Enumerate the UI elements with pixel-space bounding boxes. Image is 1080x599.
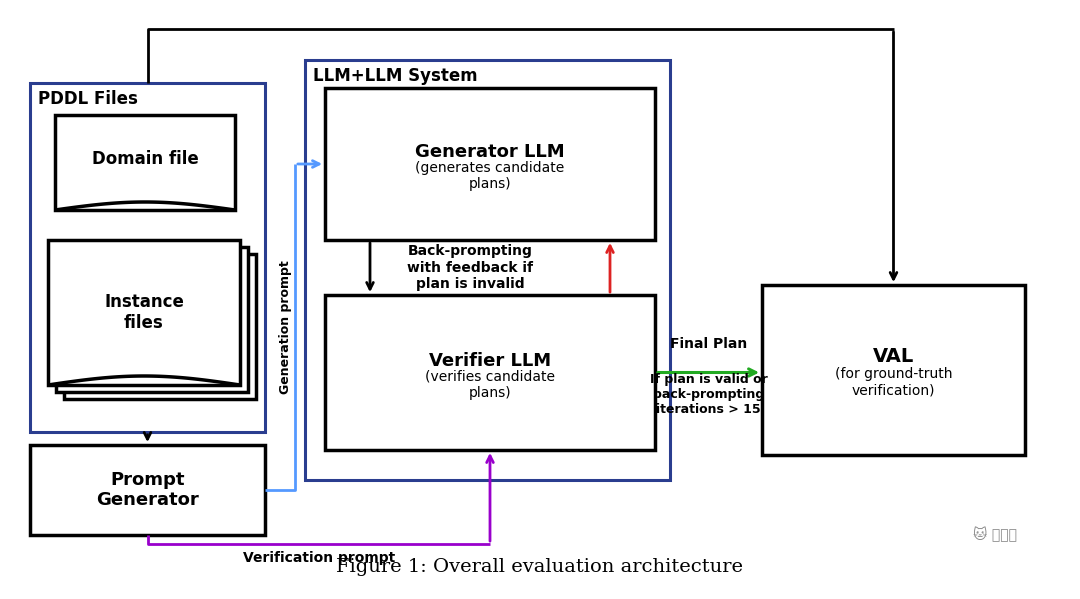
Text: (generates candidate
plans): (generates candidate plans) <box>416 161 565 191</box>
Text: Instance
files: Instance files <box>104 293 184 332</box>
Bar <box>55 115 235 210</box>
Bar <box>305 60 670 480</box>
Text: 🐱 新智元: 🐱 新智元 <box>973 527 1017 541</box>
Text: Back-prompting
with feedback if
plan is invalid: Back-prompting with feedback if plan is … <box>407 244 534 291</box>
Text: LLM+LLM System: LLM+LLM System <box>313 67 477 85</box>
Bar <box>325 295 654 450</box>
Bar <box>48 240 240 385</box>
Text: Generation prompt: Generation prompt <box>279 260 292 394</box>
Bar <box>30 445 265 535</box>
Text: (for ground-truth
verification): (for ground-truth verification) <box>835 367 953 397</box>
Text: Prompt
Generator: Prompt Generator <box>96 471 199 509</box>
Text: Figure 1: Overall evaluation architecture: Figure 1: Overall evaluation architectur… <box>337 558 743 576</box>
Text: Final Plan: Final Plan <box>670 337 747 352</box>
Bar <box>64 254 256 399</box>
Text: Domain file: Domain file <box>92 150 199 168</box>
Bar <box>762 285 1025 455</box>
Bar <box>30 83 265 432</box>
Text: Generator LLM: Generator LLM <box>415 143 565 161</box>
Text: PDDL Files: PDDL Files <box>38 90 138 108</box>
Bar <box>56 247 248 392</box>
Text: VAL: VAL <box>873 346 914 365</box>
Text: (verifies candidate
plans): (verifies candidate plans) <box>426 370 555 400</box>
Text: If plan is valid or
back-prompting
iterations > 15: If plan is valid or back-prompting itera… <box>650 373 768 416</box>
Text: Verifier LLM: Verifier LLM <box>429 352 551 370</box>
Bar <box>325 88 654 240</box>
Text: Verification prompt: Verification prompt <box>243 551 395 565</box>
